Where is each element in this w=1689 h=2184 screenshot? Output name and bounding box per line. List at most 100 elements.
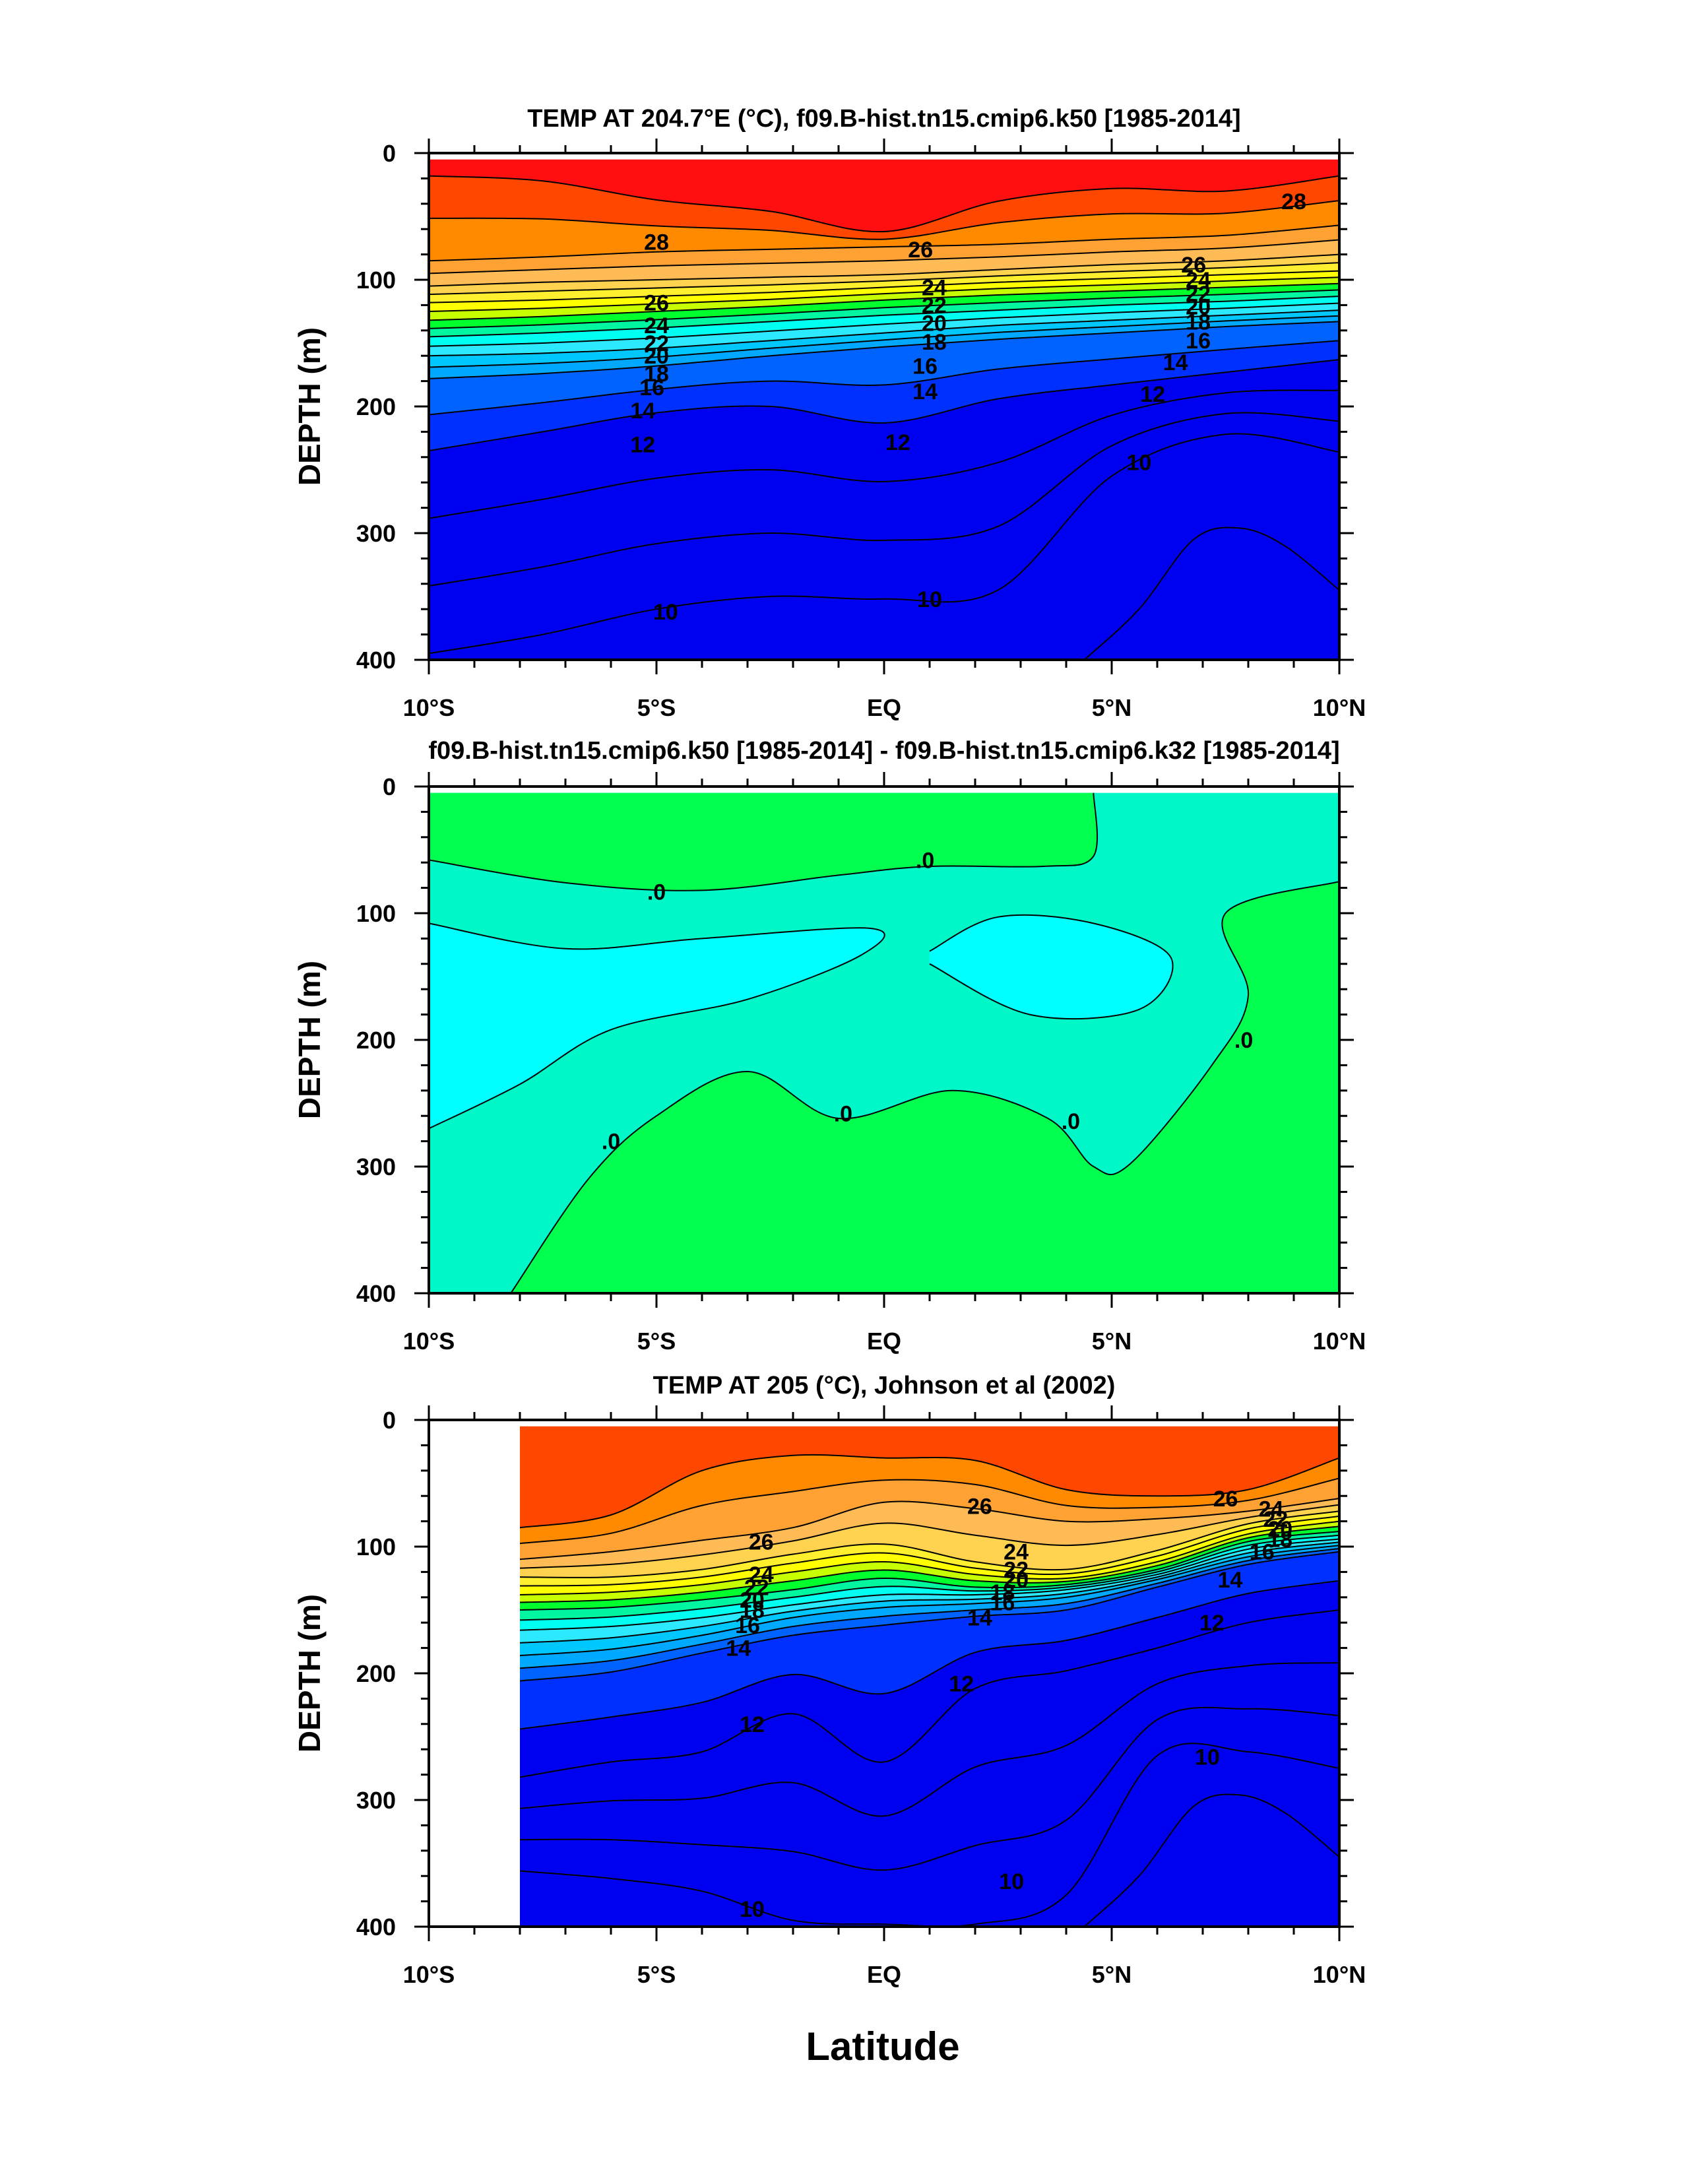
contour-label: 12 — [885, 430, 910, 455]
contour-line — [1083, 527, 1339, 660]
contour-label: 20 — [1004, 1568, 1029, 1593]
contour-band — [429, 434, 1339, 660]
contour-line — [520, 1538, 1339, 1631]
panel-title: TEMP AT 205 (°C), Johnson et al (2002) — [653, 1372, 1116, 1399]
x-tick-label: 5°N — [1092, 1961, 1131, 1988]
panel-title: TEMP AT 204.7°E (°C), f09.B-hist.tn15.cm… — [527, 105, 1240, 133]
x-tick-label: EQ — [867, 694, 901, 721]
x-tick-label: 10°S — [403, 1961, 455, 1988]
contour-label: 22 — [744, 1575, 769, 1600]
contour-label: 16 — [1186, 329, 1211, 354]
x-tick-label: 5°N — [1092, 1328, 1131, 1355]
contour-line — [429, 296, 1339, 338]
contour-label: 26 — [749, 1529, 774, 1555]
contour-line — [520, 1706, 1339, 1871]
contour-line — [520, 1520, 1339, 1595]
contour-line — [929, 914, 1174, 1019]
y-tick-label: 400 — [356, 1913, 396, 1941]
contour-fill-layer — [429, 159, 1339, 660]
x-tick-label: 5°N — [1092, 694, 1131, 721]
contour-line — [520, 1477, 1339, 1545]
y-tick-label: 200 — [356, 1660, 396, 1687]
panel-title: f09.B-hist.tn15.cmip6.k50 [1985-2014] - … — [428, 737, 1339, 765]
contour-label: 26 — [644, 291, 669, 316]
contour-label: 20 — [644, 344, 669, 369]
contour-label: 14 — [967, 1606, 992, 1631]
contour-label: 12 — [949, 1671, 974, 1696]
contour-label: 26 — [1213, 1487, 1238, 1512]
contour-label: 10 — [653, 600, 678, 625]
contour-label: 12 — [740, 1712, 765, 1737]
y-tick-label: 300 — [356, 1153, 396, 1180]
y-tick-label: 300 — [356, 1787, 396, 1814]
contour-band — [429, 923, 885, 1129]
contour-line — [510, 881, 1339, 1293]
y-tick-label: 100 — [356, 900, 396, 927]
contour-label: 28 — [644, 230, 669, 255]
y-tick-label: 300 — [356, 520, 396, 547]
y-tick-label: 400 — [356, 647, 396, 674]
contour-label: 26 — [1181, 253, 1206, 278]
y-axis-label: DEPTH (m) — [292, 327, 327, 486]
contour-band — [511, 882, 1339, 1293]
contour-line — [429, 270, 1339, 304]
contour-label: 24 — [1004, 1540, 1029, 1565]
contour-line — [429, 200, 1339, 240]
contour-line — [520, 1498, 1339, 1560]
contour-line — [429, 309, 1339, 357]
contour-label: 16 — [1250, 1540, 1275, 1565]
contour-label: 20 — [922, 311, 947, 336]
contour-label: 20 — [1186, 294, 1211, 319]
y-tick-label: 200 — [356, 1027, 396, 1054]
panel-2: .0 .0 .0 .0 .0 .0 10°S 5°S EQ 5°N 10°N 0 100 200 300 40… — [292, 737, 1366, 1355]
x-axis-label: Latitude — [806, 2024, 959, 2069]
contour-line — [429, 302, 1339, 347]
y-tick-label: 0 — [383, 1407, 396, 1434]
y-tick-label: 0 — [383, 773, 396, 800]
contour-band — [1084, 527, 1339, 660]
x-tick-label: 5°S — [637, 1328, 676, 1355]
contour-line — [520, 1531, 1339, 1611]
contour-line — [520, 1504, 1339, 1569]
contour-line — [429, 224, 1339, 262]
contour-line — [429, 321, 1339, 379]
contour-label: 14 — [912, 379, 938, 404]
contour-label: 22 — [1263, 1507, 1288, 1532]
contour-line — [520, 1545, 1339, 1657]
contour-line — [429, 433, 1339, 655]
contour-label: .0 — [1062, 1109, 1080, 1134]
contour-label: .0 — [647, 880, 666, 905]
contour-line — [520, 1609, 1339, 1778]
contour-label: 16 — [639, 375, 664, 401]
contour-label: 16 — [990, 1590, 1015, 1615]
contour-label: 14 — [1217, 1568, 1242, 1593]
contour-label: 12 — [1140, 382, 1165, 407]
contour-label: 22 — [1186, 282, 1211, 307]
contour-line — [429, 289, 1339, 329]
contour-line — [520, 1541, 1339, 1644]
contour-label: 18 — [740, 1598, 765, 1623]
contour-label: 20 — [1267, 1517, 1292, 1542]
x-tick-label: EQ — [867, 1961, 901, 1988]
y-tick-label: 100 — [356, 1533, 396, 1560]
contour-label: 10 — [740, 1897, 765, 1922]
contour-label: 24 — [1186, 268, 1211, 293]
y-tick-label: 200 — [356, 393, 396, 420]
contour-line — [429, 253, 1339, 287]
contour-line — [520, 1454, 1339, 1529]
contour-label: 26 — [908, 238, 933, 263]
x-tick-label: 10°S — [403, 1328, 455, 1355]
contour-label: 18 — [922, 330, 947, 355]
contour-line — [520, 1534, 1339, 1621]
contour-fill-layer — [520, 1426, 1339, 1927]
y-axis-label: DEPTH (m) — [292, 961, 327, 1119]
contour-label: 24 — [749, 1562, 774, 1588]
contour-label: 26 — [967, 1494, 992, 1520]
y-tick-label: 0 — [383, 140, 396, 167]
contour-band — [930, 915, 1173, 1019]
contour-label: 24 — [922, 276, 947, 301]
contour-label: 22 — [644, 331, 669, 356]
